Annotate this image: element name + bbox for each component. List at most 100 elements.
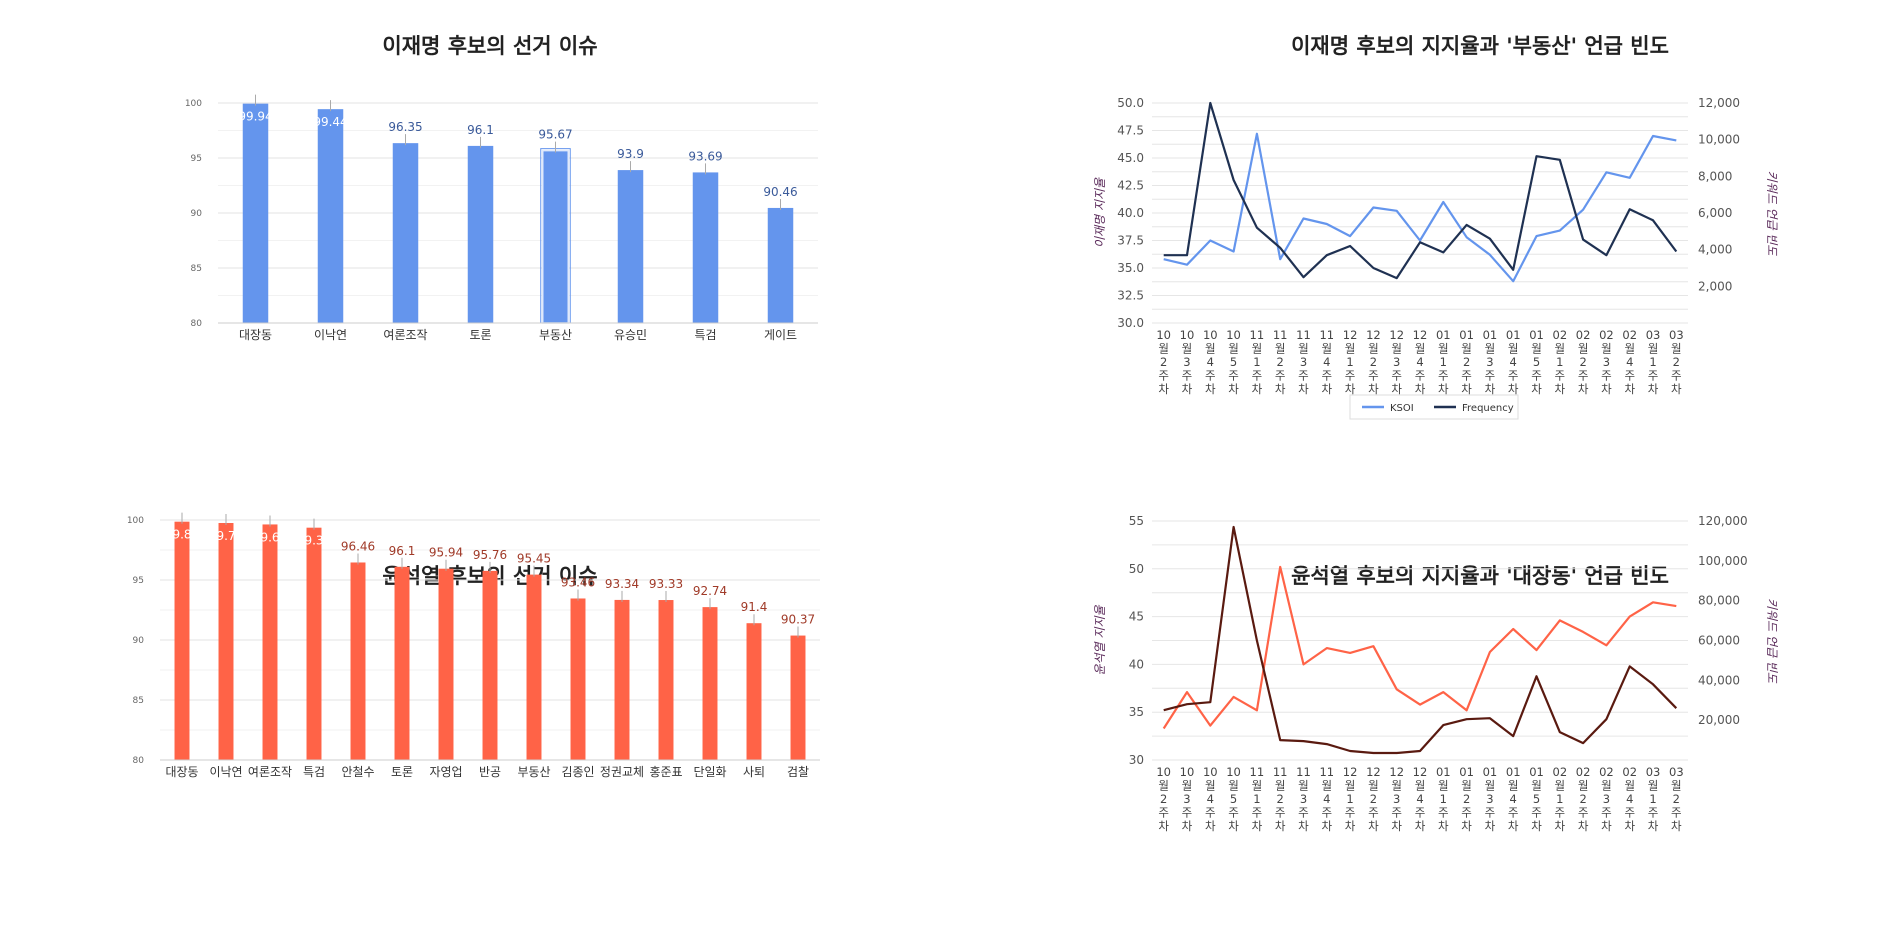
- x-tick-label: 01 월 2 주 차: [1459, 328, 1474, 396]
- x-tick-label: 10 월 3 주 차: [1180, 328, 1195, 396]
- data-label: 93.33: [649, 577, 683, 591]
- bar: [570, 598, 586, 760]
- x-tick-label: 10 월 5 주 차: [1226, 765, 1241, 833]
- y-tick-label: 50.0: [1117, 96, 1144, 110]
- x-tick-label: 03 월 2 주 차: [1669, 328, 1684, 396]
- x-tick-label: 01 월 4 주 차: [1506, 328, 1521, 396]
- x-tick-label: 01 월 5 주 차: [1529, 328, 1544, 396]
- bar: [542, 149, 569, 324]
- x-tick-label: 토론: [469, 328, 491, 342]
- x-tick-label: 12 월 4 주 차: [1413, 328, 1428, 396]
- bar: [306, 527, 322, 760]
- data-label: 96.1: [467, 123, 494, 137]
- y2-tick-label: 12,000: [1698, 96, 1740, 110]
- bar: [218, 523, 234, 760]
- data-label: 93.34: [605, 577, 639, 591]
- x-tick-label: 토론: [391, 765, 413, 779]
- y2-tick-label: 60,000: [1698, 634, 1740, 648]
- data-label: 90.37: [781, 613, 815, 627]
- yoon-issue-bar-chart: 윤석열 후보의 선거 이슈 8085909510099.86대장동99.75이낙…: [127, 512, 820, 935]
- y2-tick-label: 80,000: [1698, 594, 1740, 608]
- series-line-1: [1163, 101, 1678, 280]
- bar: [350, 562, 366, 760]
- x-tick-label: 정권교체: [600, 765, 644, 779]
- y-tick-label: 95: [133, 576, 144, 586]
- y-axis-title: 윤석열 지지율: [1093, 605, 1107, 676]
- y-axis-title: 이재명 지지율: [1093, 177, 1107, 248]
- x-tick-label: 10 월 2 주 차: [1156, 328, 1171, 396]
- bar: [438, 568, 454, 760]
- y-tick-label: 37.5: [1117, 234, 1144, 248]
- x-tick-label: 10 월 4 주 차: [1203, 328, 1218, 396]
- x-tick-label: 10 월 3 주 차: [1180, 765, 1195, 833]
- data-label: 99.94: [238, 110, 272, 124]
- y-tick-label: 32.5: [1117, 289, 1144, 303]
- x-tick-label: 특검: [303, 765, 325, 779]
- y-tick-label: 85: [191, 264, 202, 274]
- x-tick-label: 부동산: [517, 765, 550, 779]
- x-tick-label: 11 월 1 주 차: [1250, 765, 1265, 833]
- yoon-issue-bar-svg: 80 85 90 95 100 99.86 대장동 99.75 이낙연 99.63 여론조작 99.3…: [127, 512, 820, 779]
- bar: [658, 600, 674, 760]
- x-tick-label: 02 월 3 주 차: [1599, 765, 1614, 833]
- data-label: 96.1: [389, 544, 416, 558]
- x-tick-label: 유승민: [614, 328, 647, 342]
- y-tick-label: 42.5: [1117, 179, 1144, 193]
- y2-tick-label: 120,000: [1698, 514, 1748, 528]
- lee-issue-bar-svg: 80 85 90 95 100 99.94 대장동 99.44 이낙연 96.35 여론조작 96.1…: [185, 94, 818, 342]
- data-label: 95.67: [538, 128, 572, 142]
- data-label: 90.46: [763, 185, 797, 199]
- x-tick-label: 검찰: [787, 765, 809, 779]
- y-tick-label: 100: [185, 99, 202, 109]
- y2-tick-label: 40,000: [1698, 673, 1740, 687]
- data-label: 93.9: [617, 147, 644, 161]
- bar: [767, 207, 794, 323]
- x-tick-label: 01 월 3 주 차: [1483, 765, 1498, 833]
- bar: [394, 566, 410, 760]
- data-label: 95.76: [473, 548, 507, 562]
- x-tick-label: 이낙연: [314, 328, 347, 342]
- bar: [482, 570, 498, 760]
- y2-tick-label: 6,000: [1698, 206, 1732, 220]
- bar: [617, 170, 644, 323]
- yoon-support-line-chart: 윤석열 후보의 지지율과 '대장동' 언급 빈도 30 35 40 45 50 55 20,…: [1093, 514, 1860, 935]
- y-gridlines: [218, 102, 818, 324]
- x-tick-label: 02 월 2 주 차: [1576, 765, 1591, 833]
- x-tick-label: 02 월 4 주 차: [1622, 765, 1637, 833]
- x-tick-label: 특검: [694, 328, 716, 342]
- data-label: 95.94: [429, 546, 463, 560]
- y-tick-label: 40.0: [1117, 206, 1144, 220]
- x-tick-label: 01 월 3 주 차: [1483, 328, 1498, 396]
- x-tick-label: 12 월 1 주 차: [1343, 765, 1358, 833]
- y-tick-label: 35: [1129, 705, 1144, 719]
- y-tick-label: 40: [1129, 657, 1144, 671]
- legend: KSOI Frequency: [1349, 394, 1519, 420]
- bar: [790, 635, 806, 760]
- data-label: 93.46: [561, 575, 595, 589]
- x-tick-label: 01 월 2 주 차: [1459, 765, 1474, 833]
- bar: [614, 599, 630, 760]
- data-label: 93.69: [688, 149, 722, 163]
- bar: [317, 109, 344, 323]
- x-tick-label: 김종인: [561, 765, 594, 779]
- lee-issue-bar-chart: 이재명 후보의 선거 이슈 80 85 90 95 100 99.94 대장동 99.44 이낙…: [160, 20, 820, 420]
- y-tick-label: 50: [1129, 562, 1144, 576]
- lee-support-line-chart: 이재명 후보의 지지율과 '부동산' 언급 빈도 30.0 32.5 35.0 37.…: [1093, 20, 1860, 510]
- x-tick-label: 여론조작: [248, 765, 292, 779]
- x-tick-label: 11 월 2 주 차: [1273, 328, 1288, 396]
- x-tick-label: 02 월 3 주 차: [1599, 328, 1614, 396]
- y-tick-label: 90: [133, 636, 145, 646]
- chart-title: 이재명 후보의 선거 이슈: [382, 34, 598, 58]
- yoon-support-line-svg: 30 35 40 45 50 55 20,000 40,000 60,000 80,000 100,…: [1093, 514, 1779, 833]
- series-line-1: [1163, 525, 1678, 755]
- bar: [702, 607, 718, 760]
- data-label: 99.36: [297, 534, 331, 548]
- bar: [174, 521, 190, 760]
- x-tick-label: 반공: [479, 765, 501, 779]
- y-tick-label: 30.0: [1117, 316, 1144, 330]
- x-tick-label: 02 월 2 주 차: [1576, 328, 1591, 396]
- x-tick-label: 대장동: [239, 328, 272, 342]
- data-label: 95.45: [517, 552, 551, 566]
- x-tick-label: 01 월 5 주 차: [1529, 765, 1544, 833]
- y-tick-label: 90: [191, 209, 203, 219]
